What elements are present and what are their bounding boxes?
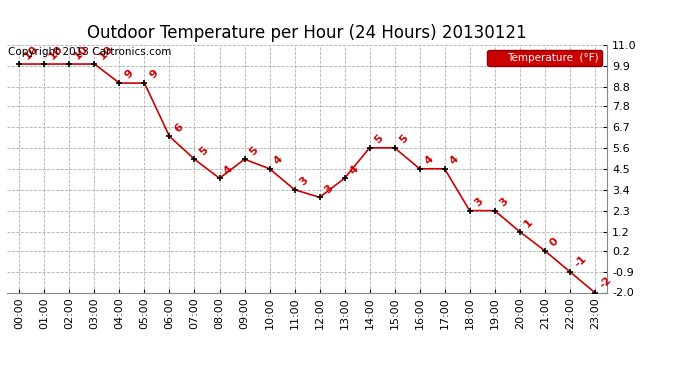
Text: 0: 0	[547, 236, 560, 249]
Text: 10: 10	[22, 44, 40, 62]
Text: 9: 9	[122, 68, 135, 81]
Text: 4: 4	[422, 154, 435, 166]
Text: 5: 5	[197, 145, 210, 157]
Text: 9: 9	[147, 68, 160, 81]
Text: 10: 10	[47, 44, 65, 62]
Text: Copyright 2013 Cartronics.com: Copyright 2013 Cartronics.com	[8, 48, 171, 57]
Text: -2: -2	[598, 274, 613, 290]
Text: 3: 3	[322, 183, 335, 195]
Text: 5: 5	[373, 133, 385, 146]
Text: 5: 5	[397, 133, 410, 146]
Text: 3: 3	[297, 175, 310, 188]
Text: -1: -1	[573, 254, 589, 269]
Text: 4: 4	[447, 154, 460, 166]
Title: Outdoor Temperature per Hour (24 Hours) 20130121: Outdoor Temperature per Hour (24 Hours) …	[87, 24, 527, 42]
Text: 4: 4	[222, 164, 235, 176]
Text: 10: 10	[97, 44, 115, 62]
Text: 6: 6	[172, 122, 185, 134]
Text: 1: 1	[522, 217, 535, 229]
Text: 4: 4	[347, 164, 360, 176]
Text: 3: 3	[497, 196, 510, 208]
Text: 5: 5	[247, 145, 259, 157]
Text: 4: 4	[273, 154, 285, 166]
Legend: Temperature  (°F): Temperature (°F)	[487, 50, 602, 66]
Text: 10: 10	[72, 44, 90, 62]
Text: 3: 3	[473, 196, 485, 208]
